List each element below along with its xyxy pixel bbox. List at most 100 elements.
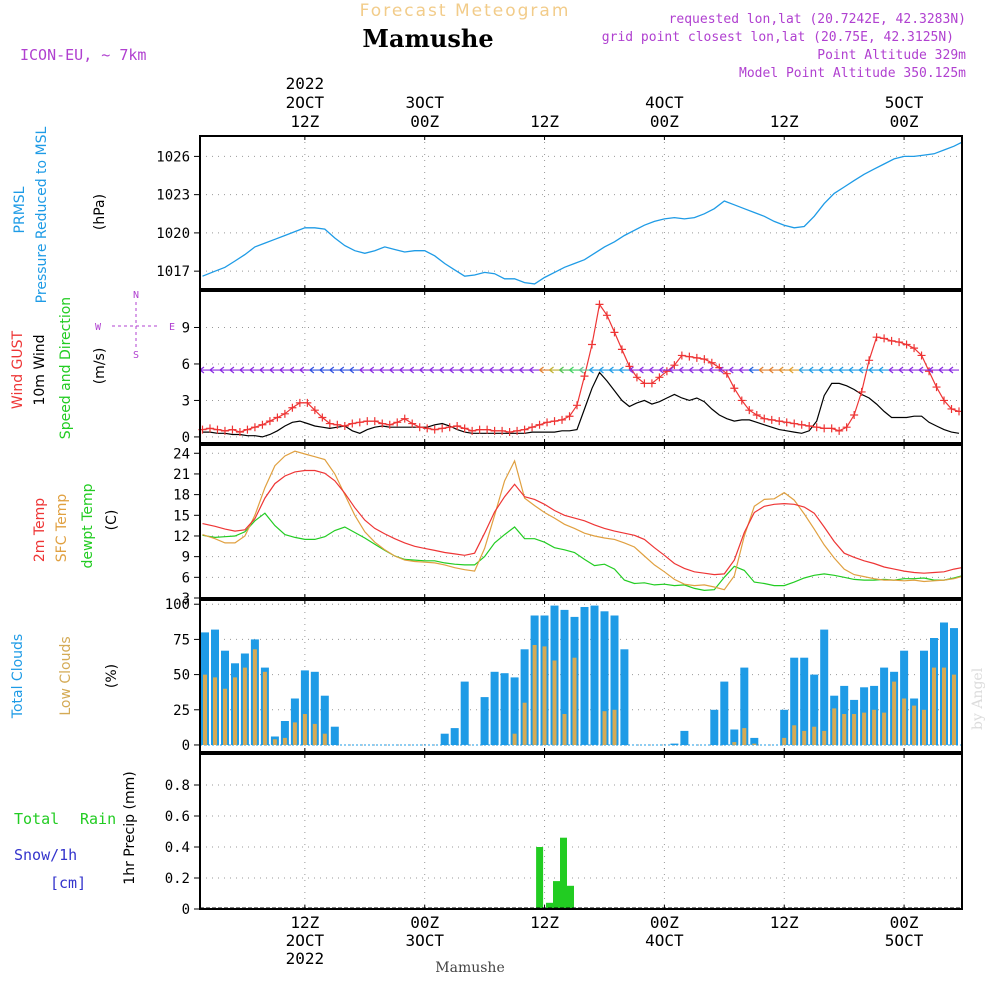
- wind-gust-marker: [355, 418, 364, 427]
- temp-label-dewpt: dewpt Temp: [80, 483, 96, 568]
- wind-gust-marker: [940, 396, 949, 405]
- top-axis-label: 2OCT: [286, 93, 325, 112]
- bottom-axis-label: 12Z: [290, 913, 319, 932]
- wind-direction-arrow: [359, 366, 370, 374]
- wind-gust-marker: [640, 379, 649, 388]
- low-cloud-bar: [542, 646, 547, 745]
- low-cloud-bar: [272, 739, 277, 745]
- precip-label-total: Total: [14, 810, 59, 828]
- wind-gust-marker: [602, 311, 611, 320]
- low-cloud-bar: [832, 708, 837, 745]
- wind-direction-arrow: [948, 366, 960, 374]
- wind-direction-arrow: [299, 366, 310, 374]
- wind-label-gust: Wind GUST: [10, 330, 26, 409]
- wind-direction-arrow: [209, 366, 220, 374]
- wind-direction-arrow: [888, 366, 900, 374]
- rain-bar: [560, 837, 567, 909]
- wind-gust-marker: [543, 418, 552, 427]
- wind-gust-marker: [400, 414, 409, 423]
- wind-direction-arrow: [918, 366, 930, 374]
- wind-gust-marker: [438, 424, 447, 433]
- low-cloud-bar: [912, 705, 917, 745]
- location-title: Mamushe: [362, 24, 493, 53]
- compass-rose: N W E S: [95, 290, 175, 361]
- temperature-ytick-label: 3: [182, 591, 190, 607]
- wind-gust-marker: [453, 421, 462, 430]
- pressure-panel: 1017 1020 1023 1026: [156, 135, 963, 290]
- low-cloud-bar: [262, 671, 267, 745]
- temperature-plot-area: [200, 445, 962, 598]
- pressure-ytick-label: 1020: [156, 226, 190, 242]
- product-title: Forecast Meteogram: [360, 1, 571, 21]
- sfc-temp-line: [202, 450, 962, 591]
- wind-direction-arrow: [798, 366, 810, 374]
- wind-gust-marker: [925, 367, 934, 376]
- requested-point: requested lon,lat (20.7242E, 42.3283N): [669, 12, 966, 27]
- wind-direction-arrow: [319, 366, 330, 374]
- wind-direction-arrow: [569, 366, 580, 374]
- bottom-axis-label: 00Z: [650, 913, 679, 932]
- low-cloud-bar: [322, 733, 327, 745]
- total-cloud-bar: [900, 650, 909, 745]
- wind-gust-marker: [550, 417, 559, 426]
- wind-gust-marker: [408, 419, 417, 428]
- wind-gust-marker: [310, 406, 319, 415]
- low-cloud-bar: [602, 711, 607, 745]
- total-cloud-bar: [620, 649, 629, 745]
- clouds-ytick-label: 75: [173, 632, 190, 648]
- bottom-axis-label: 12Z: [770, 913, 799, 932]
- wind-direction-arrow: [828, 366, 840, 374]
- low-cloud-bar: [203, 674, 207, 745]
- total-cloud-bar: [600, 611, 609, 745]
- low-cloud-bar: [922, 709, 926, 745]
- wind-gust-marker: [445, 423, 454, 432]
- wind-direction-arrow: [928, 366, 940, 374]
- wind-gust-marker: [303, 398, 312, 407]
- wind-direction-arrow: [768, 366, 780, 374]
- wind-label-speed-dir: Speed and Direction: [58, 297, 74, 439]
- low-cloud-bar: [292, 722, 297, 745]
- wind-direction-arrow: [778, 366, 790, 374]
- wind-direction-arrow: [698, 366, 710, 374]
- compass-s: S: [133, 350, 139, 361]
- temperature-ytick-label: 9: [182, 550, 190, 566]
- wind-gust-marker: [647, 379, 656, 388]
- wind-gust-marker: [857, 387, 866, 396]
- wind-direction-arrow: [509, 366, 520, 374]
- wind-gust-marker: [280, 409, 289, 418]
- wind-direction-arrow: [539, 366, 550, 374]
- wind-direction-arrow: [599, 366, 610, 374]
- wind-direction-arrow: [858, 366, 870, 374]
- wind-direction-arrow: [868, 366, 880, 374]
- low-cloud-bar: [302, 714, 307, 745]
- wind-direction-arrow: [449, 366, 460, 374]
- wind-gust-marker: [205, 424, 214, 433]
- wind-gust-marker: [632, 373, 641, 382]
- wind-direction-arrow: [848, 366, 860, 374]
- total-cloud-bar: [450, 728, 459, 745]
- bottom-axis-label: 00Z: [410, 913, 439, 932]
- wind-gust-marker: [617, 345, 626, 354]
- wind-gust-marker: [655, 373, 664, 382]
- precip-label-rain: Rain: [80, 810, 116, 828]
- wind-direction-arrow: [609, 366, 620, 374]
- wind-direction-arrow: [269, 366, 280, 374]
- wind-frame: [199, 290, 963, 444]
- total-cloud-bar: [510, 677, 519, 745]
- temperature-ytick-label: 15: [173, 508, 190, 524]
- wind-direction-arrow: [479, 366, 490, 374]
- point-altitude: Point Altitude 329m: [817, 48, 966, 63]
- wind-direction-arrow: [659, 366, 670, 374]
- wind-gust-marker: [325, 419, 334, 428]
- temperature-ytick-label: 21: [173, 467, 190, 483]
- low-cloud-bar: [282, 737, 287, 745]
- low-cloud-bar: [862, 712, 867, 745]
- wind-direction-arrow: [619, 366, 630, 374]
- wind-direction-arrow: [838, 366, 850, 374]
- low-cloud-bar: [902, 698, 907, 745]
- wind-gust-marker: [250, 423, 259, 432]
- low-cloud-bar: [842, 714, 847, 745]
- low-cloud-bar: [312, 723, 317, 745]
- wind-direction-arrow: [559, 366, 570, 374]
